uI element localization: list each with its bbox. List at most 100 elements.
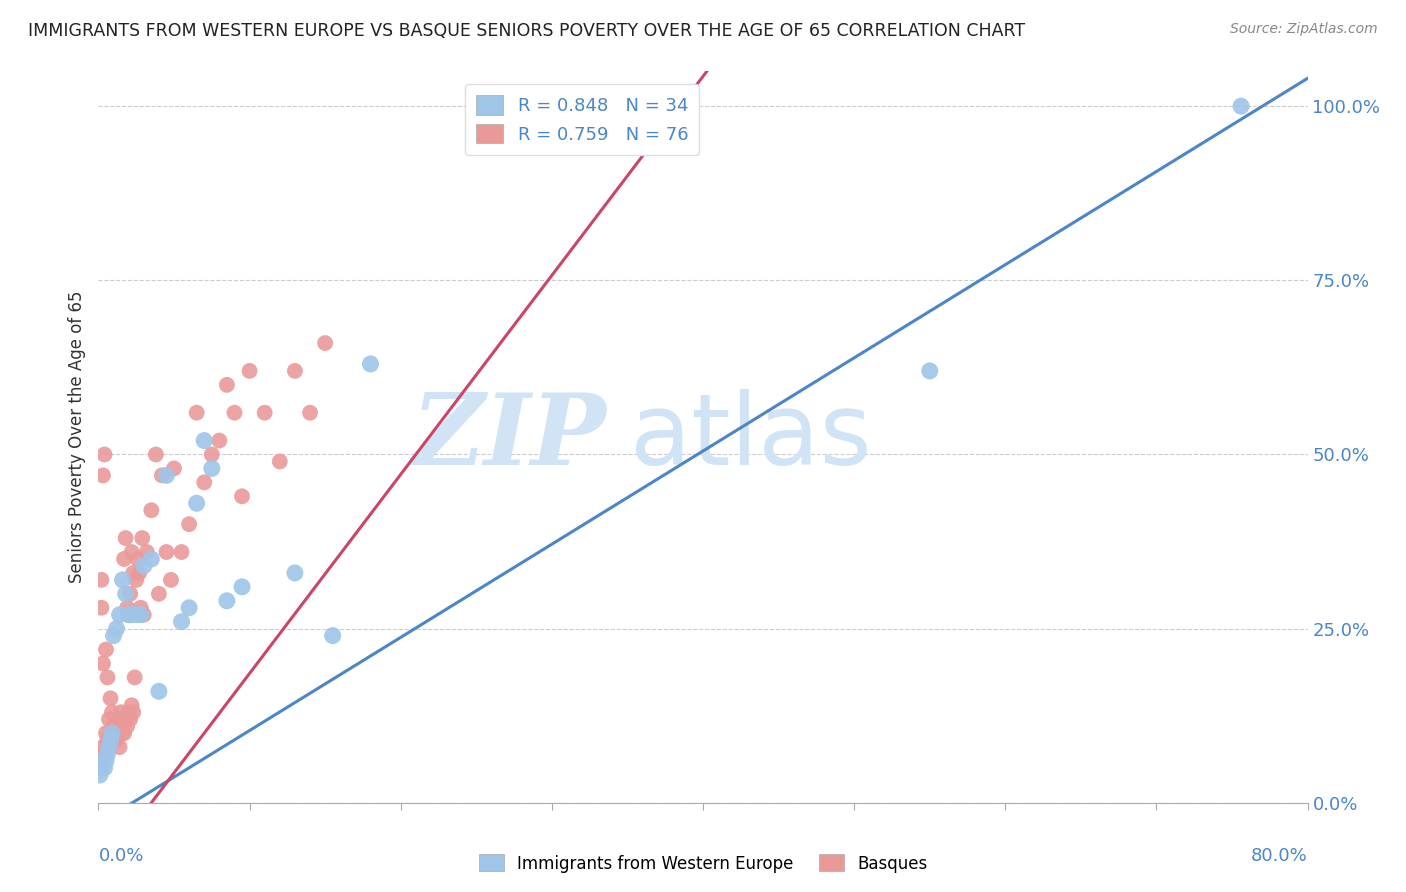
- Point: [170, 615, 193, 629]
- Point: [127, 552, 149, 566]
- Text: ZIP: ZIP: [412, 389, 606, 485]
- Point: [120, 587, 142, 601]
- Point: [118, 705, 141, 719]
- Point: [132, 607, 155, 622]
- Point: [148, 684, 170, 698]
- Point: [93, 761, 115, 775]
- Point: [193, 475, 215, 490]
- Point: [186, 406, 208, 420]
- Point: [101, 733, 124, 747]
- Point: [114, 712, 136, 726]
- Point: [100, 733, 122, 747]
- Point: [155, 545, 177, 559]
- Point: [121, 607, 143, 622]
- Point: [93, 448, 115, 462]
- Point: [141, 552, 163, 566]
- Point: [94, 642, 117, 657]
- Point: [103, 719, 125, 733]
- Point: [103, 719, 125, 733]
- Point: [110, 712, 132, 726]
- Point: [91, 740, 114, 755]
- Point: [120, 712, 142, 726]
- Point: [121, 545, 143, 559]
- Point: [96, 747, 118, 761]
- Point: [148, 587, 170, 601]
- Point: [104, 733, 127, 747]
- Point: [284, 364, 307, 378]
- Point: [122, 566, 145, 580]
- Point: [101, 705, 124, 719]
- Point: [94, 754, 117, 768]
- Text: IMMIGRANTS FROM WESTERN EUROPE VS BASQUE SENIORS POVERTY OVER THE AGE OF 65 CORR: IMMIGRANTS FROM WESTERN EUROPE VS BASQUE…: [28, 22, 1025, 40]
- Point: [108, 740, 131, 755]
- Point: [115, 719, 138, 733]
- Point: [1230, 99, 1253, 113]
- Point: [128, 566, 150, 580]
- Point: [322, 629, 344, 643]
- Point: [98, 740, 121, 755]
- Point: [160, 573, 183, 587]
- Point: [111, 719, 134, 733]
- Point: [91, 754, 114, 768]
- Point: [150, 468, 173, 483]
- Point: [125, 573, 148, 587]
- Point: [101, 726, 124, 740]
- Text: 80.0%: 80.0%: [1251, 847, 1308, 864]
- Point: [155, 468, 177, 483]
- Point: [129, 607, 152, 622]
- Point: [201, 461, 224, 475]
- Point: [89, 768, 111, 782]
- Point: [186, 496, 208, 510]
- Point: [107, 719, 129, 733]
- Point: [118, 607, 141, 622]
- Point: [100, 726, 122, 740]
- Point: [105, 726, 128, 740]
- Point: [124, 670, 146, 684]
- Text: Source: ZipAtlas.com: Source: ZipAtlas.com: [1230, 22, 1378, 37]
- Point: [103, 629, 125, 643]
- Point: [100, 691, 122, 706]
- Point: [105, 733, 128, 747]
- Point: [239, 364, 262, 378]
- Point: [121, 698, 143, 713]
- Point: [111, 726, 134, 740]
- Point: [215, 594, 238, 608]
- Point: [90, 573, 112, 587]
- Point: [145, 448, 167, 462]
- Point: [135, 545, 157, 559]
- Point: [105, 622, 128, 636]
- Point: [104, 726, 127, 740]
- Point: [96, 670, 118, 684]
- Point: [114, 587, 136, 601]
- Point: [179, 600, 201, 615]
- Point: [112, 726, 135, 740]
- Point: [115, 600, 138, 615]
- Point: [96, 733, 118, 747]
- Point: [170, 545, 193, 559]
- Point: [91, 657, 114, 671]
- Point: [129, 600, 152, 615]
- Point: [90, 761, 112, 775]
- Point: [125, 607, 148, 622]
- Point: [118, 607, 141, 622]
- Text: atlas: atlas: [630, 389, 872, 485]
- Point: [179, 517, 201, 532]
- Point: [110, 705, 132, 719]
- Point: [163, 461, 186, 475]
- Point: [94, 726, 117, 740]
- Point: [90, 754, 112, 768]
- Point: [108, 607, 131, 622]
- Text: 0.0%: 0.0%: [98, 847, 143, 864]
- Legend: R = 0.848   N = 34, R = 0.759   N = 76: R = 0.848 N = 34, R = 0.759 N = 76: [465, 84, 699, 154]
- Point: [253, 406, 276, 420]
- Point: [269, 454, 291, 468]
- Point: [132, 558, 155, 573]
- Y-axis label: Seniors Poverty Over the Age of 65: Seniors Poverty Over the Age of 65: [67, 291, 86, 583]
- Point: [201, 448, 224, 462]
- Point: [314, 336, 336, 351]
- Point: [112, 552, 135, 566]
- Point: [918, 364, 941, 378]
- Point: [208, 434, 231, 448]
- Point: [215, 377, 238, 392]
- Point: [231, 489, 253, 503]
